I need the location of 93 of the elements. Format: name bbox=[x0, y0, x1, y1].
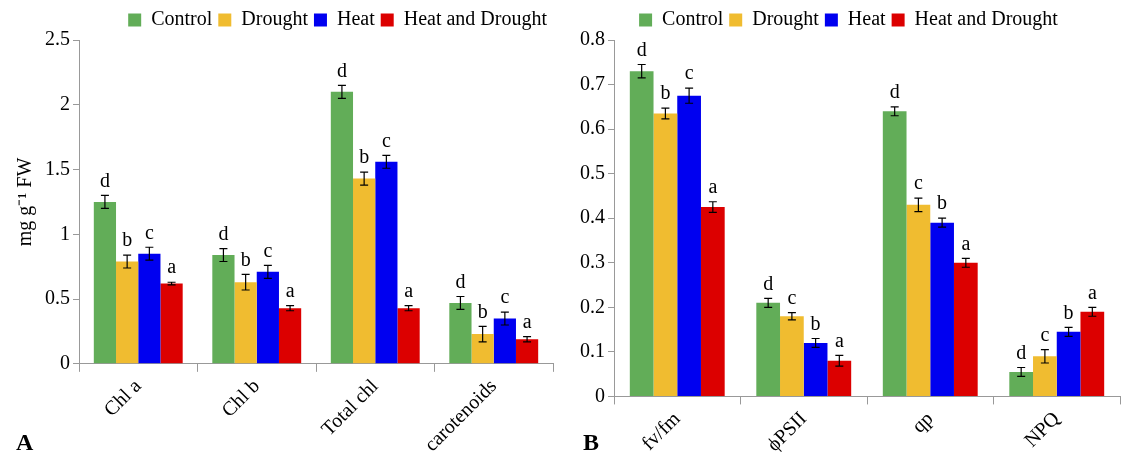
text: A bbox=[16, 429, 34, 456]
y-tick-label: 0 bbox=[60, 351, 70, 374]
bar bbox=[700, 207, 725, 396]
bar bbox=[1009, 371, 1034, 396]
bar bbox=[116, 261, 139, 364]
bar bbox=[278, 308, 302, 364]
bar bbox=[375, 161, 398, 364]
y-tick-label: 1 bbox=[60, 221, 70, 244]
data-label: a bbox=[404, 278, 414, 301]
data-label: b bbox=[359, 145, 370, 168]
bar bbox=[653, 113, 678, 396]
y-axis-title: mg g⁻¹ FW bbox=[13, 157, 37, 247]
x-tick-label: Chl a bbox=[98, 374, 145, 421]
y-tick-label: 2 bbox=[60, 92, 70, 115]
y-tick-label: 2.5 bbox=[45, 27, 70, 50]
data-label: b bbox=[937, 191, 948, 214]
bar bbox=[256, 271, 279, 364]
data-label: c bbox=[1040, 322, 1050, 345]
legend-label: Drought bbox=[241, 7, 309, 31]
data-label: d bbox=[218, 221, 229, 244]
data-label: a bbox=[167, 255, 177, 278]
bar bbox=[138, 253, 161, 364]
bar bbox=[930, 222, 954, 396]
legend-label: Control bbox=[662, 7, 724, 30]
x-tick-label: qp bbox=[907, 406, 938, 438]
data-label: a bbox=[961, 231, 971, 254]
y-tick-label: 0.5 bbox=[580, 160, 605, 183]
data-label: a bbox=[1087, 280, 1097, 303]
data-label: a bbox=[834, 328, 844, 351]
legend-label: Heat bbox=[847, 7, 887, 30]
y-tick-label: 0.7 bbox=[580, 71, 605, 94]
data-label: b bbox=[122, 228, 133, 251]
bar bbox=[160, 283, 183, 364]
bar bbox=[756, 302, 781, 396]
bar bbox=[234, 282, 257, 364]
legend-label: Heat and Drought bbox=[403, 7, 548, 31]
data-label: c bbox=[381, 128, 391, 151]
data-label: d bbox=[1016, 340, 1027, 363]
bar bbox=[906, 204, 931, 396]
bar bbox=[953, 262, 978, 396]
data-label: a bbox=[522, 309, 532, 332]
data-label: c bbox=[913, 171, 923, 194]
y-tick-label: 0.4 bbox=[580, 205, 605, 228]
data-label: d bbox=[636, 37, 647, 60]
x-tick-label: Chl b bbox=[216, 374, 264, 421]
bar bbox=[397, 308, 420, 364]
data-label: a bbox=[285, 278, 295, 301]
bar bbox=[353, 178, 376, 364]
data-label: a bbox=[708, 174, 718, 197]
data-label: b bbox=[240, 247, 251, 270]
bar bbox=[1033, 356, 1057, 396]
data-label: d bbox=[763, 271, 774, 294]
bar bbox=[93, 201, 117, 364]
y-tick-label: 0.8 bbox=[580, 27, 605, 50]
bar bbox=[677, 95, 701, 396]
text: B bbox=[583, 429, 600, 456]
data-label: d bbox=[889, 80, 900, 103]
bar bbox=[629, 71, 654, 396]
y-tick-label: 0.6 bbox=[580, 116, 605, 139]
data-label: d bbox=[455, 269, 466, 292]
data-label: c bbox=[144, 220, 154, 243]
bar bbox=[330, 91, 354, 364]
data-label: c bbox=[787, 285, 797, 308]
y-tick-label: 0.2 bbox=[580, 294, 605, 317]
bar bbox=[1056, 331, 1081, 396]
y-tick-label: 0.3 bbox=[580, 250, 605, 273]
data-label: c bbox=[263, 238, 273, 261]
bar bbox=[515, 339, 539, 364]
legend-label: Control bbox=[151, 7, 213, 30]
legend-label: Heat bbox=[336, 7, 376, 30]
bar bbox=[471, 334, 494, 364]
data-label: b bbox=[1063, 300, 1074, 323]
data-label: d bbox=[99, 168, 110, 191]
data-label: c bbox=[684, 61, 694, 84]
y-tick-label: 0.1 bbox=[580, 339, 605, 362]
bar bbox=[803, 342, 828, 396]
y-tick-label: 0.5 bbox=[45, 286, 70, 309]
bar bbox=[212, 255, 235, 364]
data-label: c bbox=[500, 285, 510, 308]
bar bbox=[882, 111, 907, 396]
bar bbox=[449, 302, 472, 364]
data-label: b bbox=[810, 311, 821, 334]
bar bbox=[1080, 311, 1105, 396]
legend-label: Heat and Drought bbox=[914, 7, 1059, 31]
data-label: b bbox=[477, 299, 488, 322]
data-label: b bbox=[660, 81, 671, 104]
bar bbox=[827, 360, 852, 396]
bar bbox=[493, 318, 516, 364]
y-tick-label: 1.5 bbox=[45, 156, 70, 179]
legend-label: Drought bbox=[752, 7, 820, 31]
bar bbox=[780, 316, 804, 396]
y-tick-label: 0 bbox=[595, 383, 605, 406]
data-label: d bbox=[336, 58, 347, 81]
